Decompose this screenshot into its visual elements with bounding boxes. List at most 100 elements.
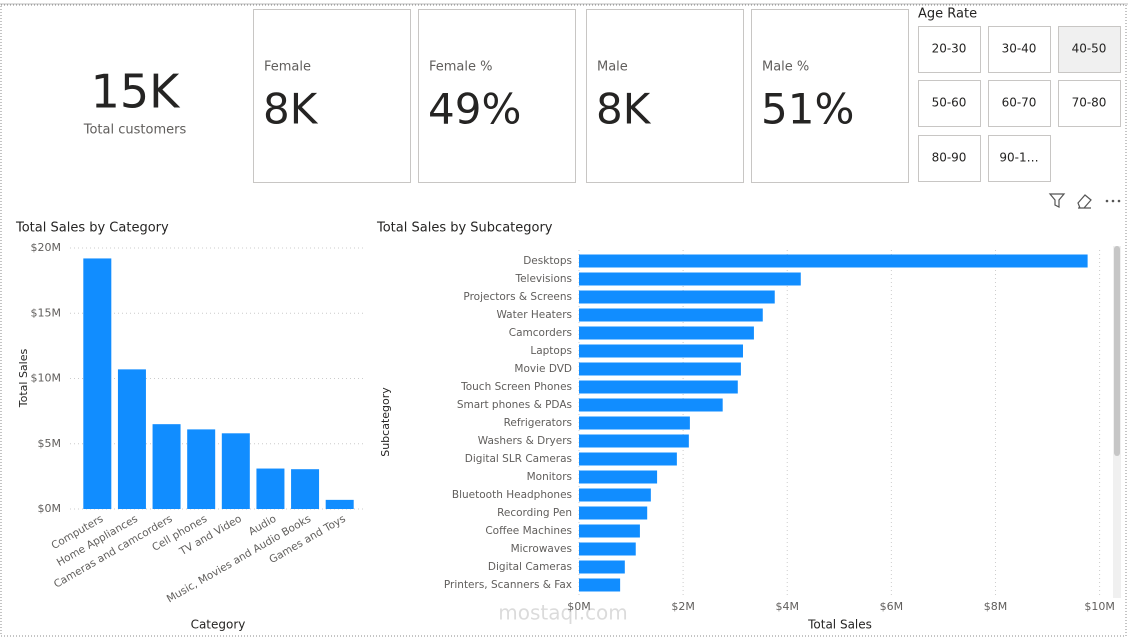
bar bbox=[579, 308, 763, 322]
bar bbox=[579, 290, 775, 304]
y-tick-label: Desktops bbox=[523, 255, 572, 267]
slicer-option[interactable]: 50-60 bbox=[932, 96, 967, 110]
y-tick-label: Televisions bbox=[514, 273, 572, 285]
bar bbox=[579, 506, 648, 520]
y-tick-label: Bluetooth Headphones bbox=[452, 489, 572, 501]
slicer-button[interactable] bbox=[918, 80, 981, 127]
bar bbox=[579, 362, 741, 376]
bar bbox=[579, 524, 640, 538]
x-tick-label: $4M bbox=[775, 600, 799, 613]
bar bbox=[579, 488, 651, 502]
bar bbox=[325, 499, 354, 509]
bar bbox=[579, 254, 1088, 268]
card-value: 15K bbox=[91, 65, 182, 119]
x-tick-label: $6M bbox=[880, 600, 904, 613]
eraser-icon[interactable] bbox=[1077, 194, 1092, 209]
card bbox=[253, 9, 411, 183]
scrollbar-thumb[interactable] bbox=[1114, 246, 1120, 456]
y-tick-label: Water Heaters bbox=[496, 309, 572, 321]
y-tick-label: $20M bbox=[31, 241, 62, 254]
card-value: 51% bbox=[761, 85, 854, 134]
bar bbox=[187, 429, 216, 509]
card-value: 8K bbox=[596, 85, 652, 134]
x-axis-title: Category bbox=[191, 618, 246, 632]
bar bbox=[221, 433, 250, 509]
y-tick-label: Movie DVD bbox=[514, 363, 572, 375]
y-tick-label: Washers & Dryers bbox=[478, 435, 572, 447]
slicer-button[interactable] bbox=[918, 26, 981, 73]
bar bbox=[579, 326, 754, 340]
y-tick-label: $0M bbox=[38, 502, 62, 515]
y-tick-label: Camcorders bbox=[509, 327, 572, 339]
y-tick-label: Touch Screen Phones bbox=[460, 381, 572, 393]
card-label: Female bbox=[264, 60, 311, 75]
slicer-option[interactable]: 80-90 bbox=[932, 151, 967, 165]
slicer-option[interactable]: 90-1… bbox=[999, 151, 1038, 165]
slicer-button[interactable] bbox=[988, 26, 1051, 73]
bar bbox=[152, 424, 181, 509]
y-axis-title: Subcategory bbox=[379, 387, 392, 457]
slicer-option[interactable]: 60-70 bbox=[1002, 96, 1037, 110]
bar bbox=[579, 272, 801, 286]
slicer-option[interactable]: 20-30 bbox=[932, 42, 967, 56]
card bbox=[418, 9, 576, 183]
bar bbox=[579, 416, 690, 430]
x-tick-label: $8M bbox=[984, 600, 1008, 613]
y-tick-label: Refrigerators bbox=[504, 417, 572, 429]
page-border bbox=[0, 4, 1127, 637]
y-tick-label: Digital SLR Cameras bbox=[465, 453, 572, 465]
x-tick-label: $2M bbox=[671, 600, 695, 613]
slicer-option[interactable]: 70-80 bbox=[1072, 96, 1107, 110]
y-tick-label: $10M bbox=[31, 372, 62, 385]
bar bbox=[579, 578, 621, 592]
slicer-button[interactable] bbox=[1058, 26, 1121, 73]
bar bbox=[579, 452, 677, 466]
y-axis-title: Total Sales bbox=[17, 349, 30, 409]
y-tick-label: Projectors & Screens bbox=[463, 291, 572, 303]
slicer-title: Age Rate bbox=[918, 7, 977, 22]
slicer-button[interactable] bbox=[988, 80, 1051, 127]
y-tick-label: Coffee Machines bbox=[485, 525, 572, 537]
card-value: 8K bbox=[263, 85, 319, 134]
card-value: 49% bbox=[428, 85, 521, 134]
bar bbox=[83, 258, 112, 509]
slicer-button[interactable] bbox=[988, 135, 1051, 182]
card-label: Total customers bbox=[83, 123, 187, 138]
y-tick-label: Smart phones & PDAs bbox=[457, 399, 572, 411]
bar bbox=[291, 469, 320, 509]
bar bbox=[579, 380, 738, 394]
chart-title: Total Sales by Category bbox=[15, 221, 169, 236]
x-tick-label: $0M bbox=[567, 600, 591, 613]
y-tick-label: Digital Cameras bbox=[488, 561, 572, 573]
chart-title: Total Sales by Subcategory bbox=[376, 221, 553, 236]
card-label: Male % bbox=[762, 60, 809, 75]
y-tick-label: $15M bbox=[31, 306, 62, 319]
card bbox=[751, 9, 909, 183]
x-axis-title: Total Sales bbox=[807, 618, 872, 632]
bar bbox=[256, 468, 285, 509]
y-tick-label: Printers, Scanners & Fax bbox=[444, 579, 572, 591]
filter-icon[interactable] bbox=[1048, 193, 1066, 208]
bar bbox=[117, 369, 146, 509]
x-tick-label: $10M bbox=[1084, 600, 1115, 613]
card-label: Female % bbox=[429, 60, 493, 75]
visual-header-icons bbox=[1048, 193, 1121, 209]
y-tick-label: Laptops bbox=[530, 345, 572, 357]
card-label: Male bbox=[597, 60, 628, 75]
more-options-icon[interactable] bbox=[1105, 199, 1121, 203]
slicer-option[interactable]: 40-50 bbox=[1072, 42, 1107, 56]
slicer-button[interactable] bbox=[918, 135, 981, 182]
bar bbox=[579, 470, 658, 484]
y-tick-label: Monitors bbox=[527, 471, 572, 483]
bar bbox=[579, 542, 636, 556]
y-tick-label: Microwaves bbox=[511, 543, 572, 555]
bar bbox=[579, 398, 723, 412]
slicer-button[interactable] bbox=[1058, 80, 1121, 127]
y-tick-label: $5M bbox=[38, 437, 62, 450]
slicer-option[interactable]: 30-40 bbox=[1002, 42, 1037, 56]
bar bbox=[579, 344, 743, 358]
watermark: mostaql.com bbox=[498, 601, 628, 625]
bar bbox=[579, 434, 689, 448]
bar bbox=[579, 560, 625, 574]
